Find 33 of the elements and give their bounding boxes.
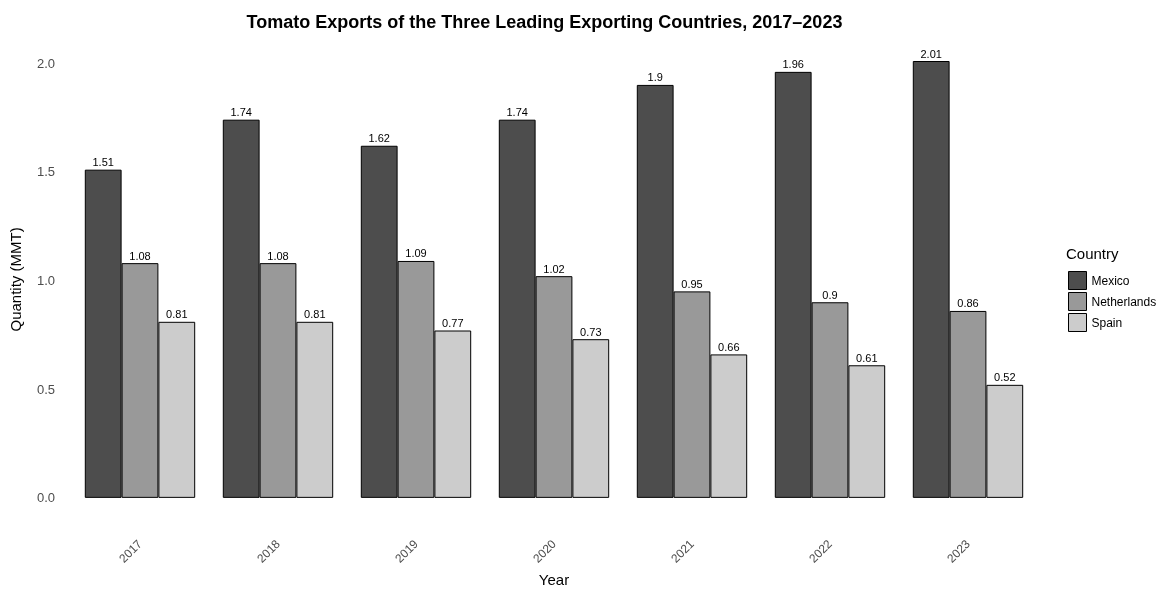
- data-label: 1.74: [506, 106, 528, 119]
- data-label: 1.09: [405, 247, 427, 260]
- x-axis-title: Year: [538, 571, 570, 588]
- data-label: 1.02: [543, 262, 565, 275]
- data-label: 0.77: [442, 317, 464, 330]
- data-label: 0.86: [957, 297, 979, 310]
- data-label: 1.51: [92, 156, 114, 169]
- y-tick-label: 1.0: [36, 273, 55, 289]
- data-label: 0.66: [718, 340, 740, 353]
- data-label: 0.9: [822, 288, 838, 301]
- data-label: 0.52: [994, 371, 1016, 384]
- legend-title: Country: [1066, 245, 1120, 262]
- y-tick-label: 1.5: [36, 164, 55, 180]
- data-label: 0.73: [580, 325, 602, 338]
- y-tick-label: 0.0: [36, 490, 55, 506]
- data-label: 1.08: [267, 249, 289, 262]
- data-label: 1.74: [230, 106, 252, 119]
- legend-label: Spain: [1091, 315, 1123, 330]
- data-label: 0.81: [166, 308, 188, 321]
- data-label: 2.01: [920, 47, 942, 60]
- data-label: 1.96: [782, 58, 804, 71]
- data-label: 0.61: [856, 351, 878, 364]
- data-label: 0.81: [304, 308, 326, 321]
- chart-title: Tomato Exports of the Three Leading Exporting Countries, 2017–2023: [246, 12, 843, 32]
- y-tick-label: 2.0: [36, 55, 55, 71]
- data-label: 1.9: [647, 71, 663, 84]
- legend-label: Mexico: [1091, 273, 1130, 288]
- legend-label: Netherlands: [1091, 294, 1157, 309]
- y-tick-label: 0.5: [36, 381, 55, 397]
- data-label: 0.95: [681, 277, 703, 290]
- y-axis-title: Quantity (MMT): [7, 227, 24, 332]
- data-label: 1.62: [368, 132, 390, 145]
- data-label: 1.08: [129, 249, 151, 262]
